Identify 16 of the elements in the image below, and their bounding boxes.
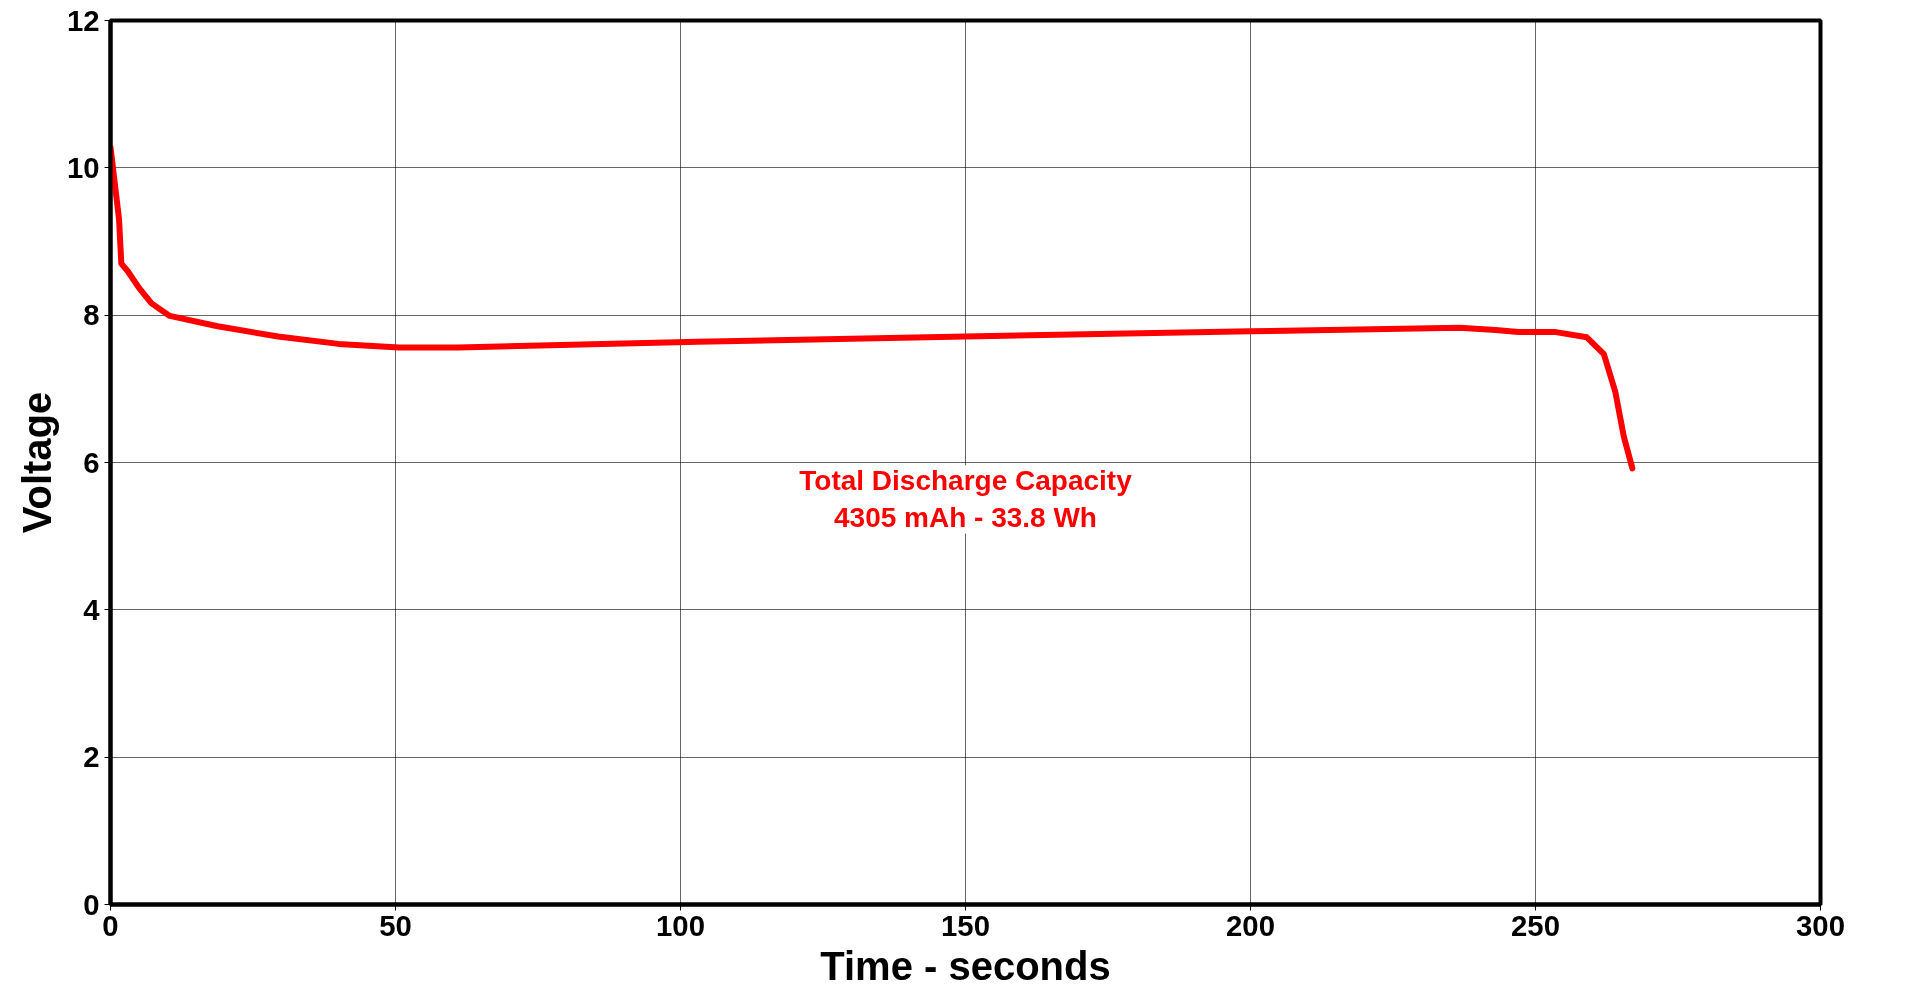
annotation: Total Discharge Capacity 4305 mAh - 33.8 Wh bbox=[799, 465, 1133, 534]
x-tick-label: 200 bbox=[1226, 908, 1275, 942]
x-tick-label: 50 bbox=[379, 908, 412, 942]
x-axis-title: Time - seconds bbox=[820, 943, 1111, 988]
x-tick-label: 150 bbox=[941, 908, 990, 942]
y-tick-label: 2 bbox=[83, 740, 100, 774]
x-tick-label: 250 bbox=[1511, 908, 1560, 942]
y-tick-label: 10 bbox=[66, 150, 100, 184]
x-tick-label: 100 bbox=[656, 908, 705, 942]
y-tick-label: 8 bbox=[83, 298, 100, 332]
y-tick-label: 12 bbox=[66, 3, 100, 37]
y-tick-label: 4 bbox=[83, 592, 101, 626]
y-tick-label: 0 bbox=[83, 887, 100, 921]
x-tick-label: 300 bbox=[1796, 908, 1845, 942]
y-tick-label: 6 bbox=[83, 445, 100, 479]
y-axis-title: Voltage bbox=[14, 391, 59, 534]
